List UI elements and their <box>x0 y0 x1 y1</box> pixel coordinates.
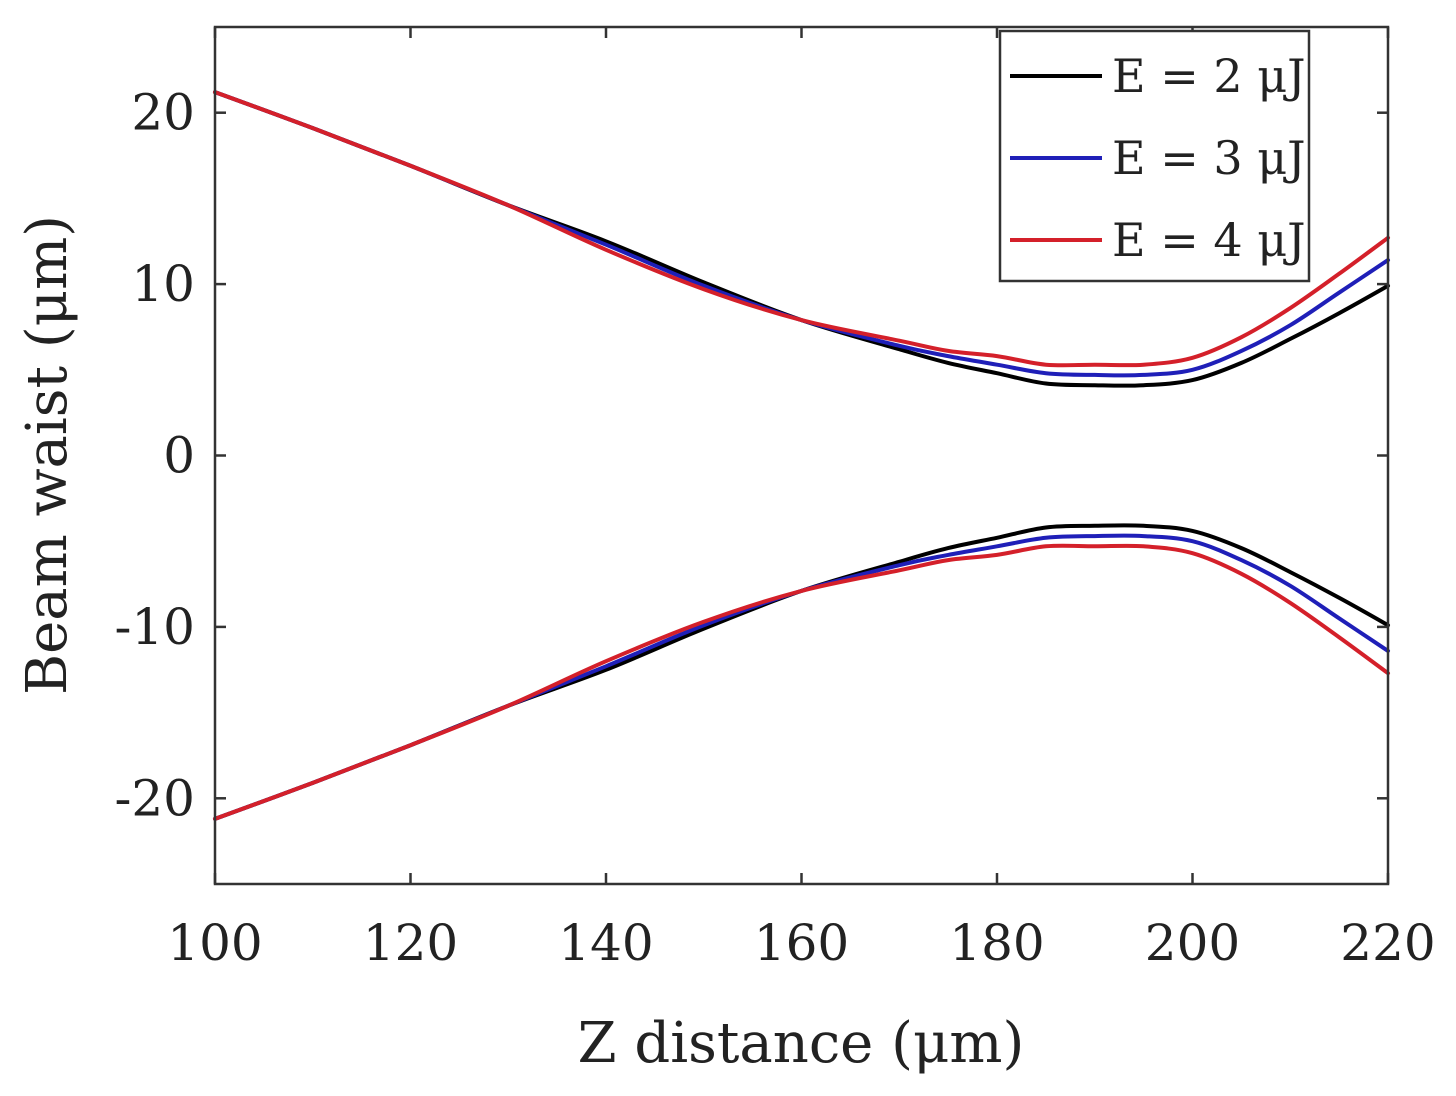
y-tick-label: 0 <box>163 427 195 485</box>
x-tick-label: 100 <box>167 914 262 972</box>
x-tick-label: 180 <box>949 914 1044 972</box>
legend-label: E = 2 μJ <box>1112 49 1306 103</box>
x-axis-label: Z distance (μm) <box>578 1011 1025 1076</box>
series-layer <box>213 90 1390 821</box>
series-line-2-lower <box>213 533 1390 821</box>
x-tick-label: 200 <box>1145 914 1240 972</box>
y-tick-label: -20 <box>114 769 195 827</box>
series-line-3-upper <box>213 90 1390 368</box>
x-tick-label: 220 <box>1340 914 1435 972</box>
ticks-layer: 100 120 140 160 180 200 220 -20 -10 0 10 20 <box>114 27 1436 972</box>
y-tick-label: 20 <box>131 84 195 142</box>
series-line-1-lower <box>213 523 1390 821</box>
legend-label: E = 3 μJ <box>1112 131 1306 185</box>
x-tick-label: 160 <box>754 914 849 972</box>
series-line-3-lower <box>213 543 1390 821</box>
legend: E = 2 μJ E = 3 μJ E = 4 μJ <box>998 29 1311 283</box>
y-tick-label: 10 <box>131 255 195 313</box>
legend-label: E = 4 μJ <box>1112 213 1306 267</box>
x-tick-label: 140 <box>558 914 653 972</box>
y-tick-label: -10 <box>114 598 195 656</box>
x-tick-label: 120 <box>363 914 458 972</box>
y-axis-label: Beam waist (μm) <box>15 215 80 695</box>
